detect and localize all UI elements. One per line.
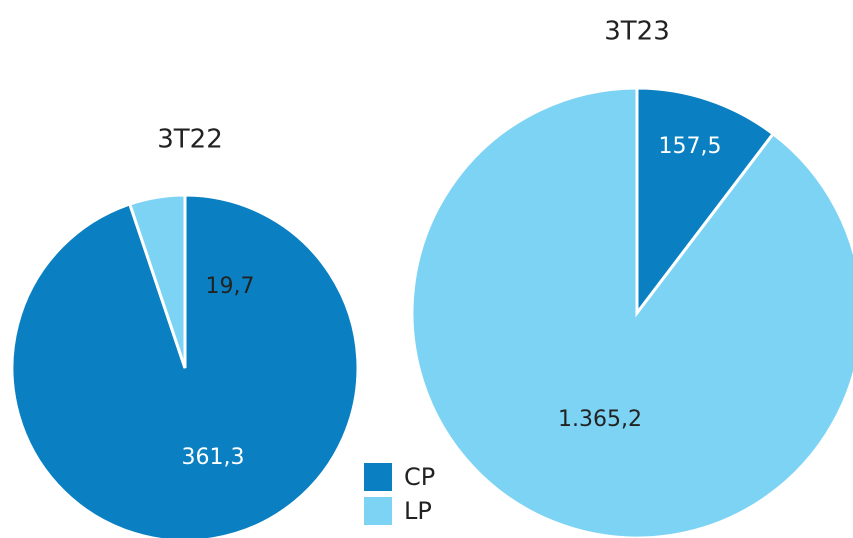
data-label: 1.365,2 — [558, 407, 642, 432]
chart-title: 3T22 — [157, 125, 223, 155]
legend-label: LP — [404, 497, 432, 525]
data-label: 157,5 — [659, 134, 722, 159]
chart-title: 3T23 — [604, 17, 670, 47]
pie-slice — [635, 86, 776, 318]
data-label: 19,7 — [206, 274, 255, 299]
legend-swatch — [364, 497, 392, 525]
data-label: 361,3 — [182, 445, 245, 470]
pie-slice — [127, 193, 187, 369]
legend-swatch — [364, 463, 392, 491]
pie-slice — [410, 86, 853, 538]
legend-label: CP — [404, 463, 435, 491]
